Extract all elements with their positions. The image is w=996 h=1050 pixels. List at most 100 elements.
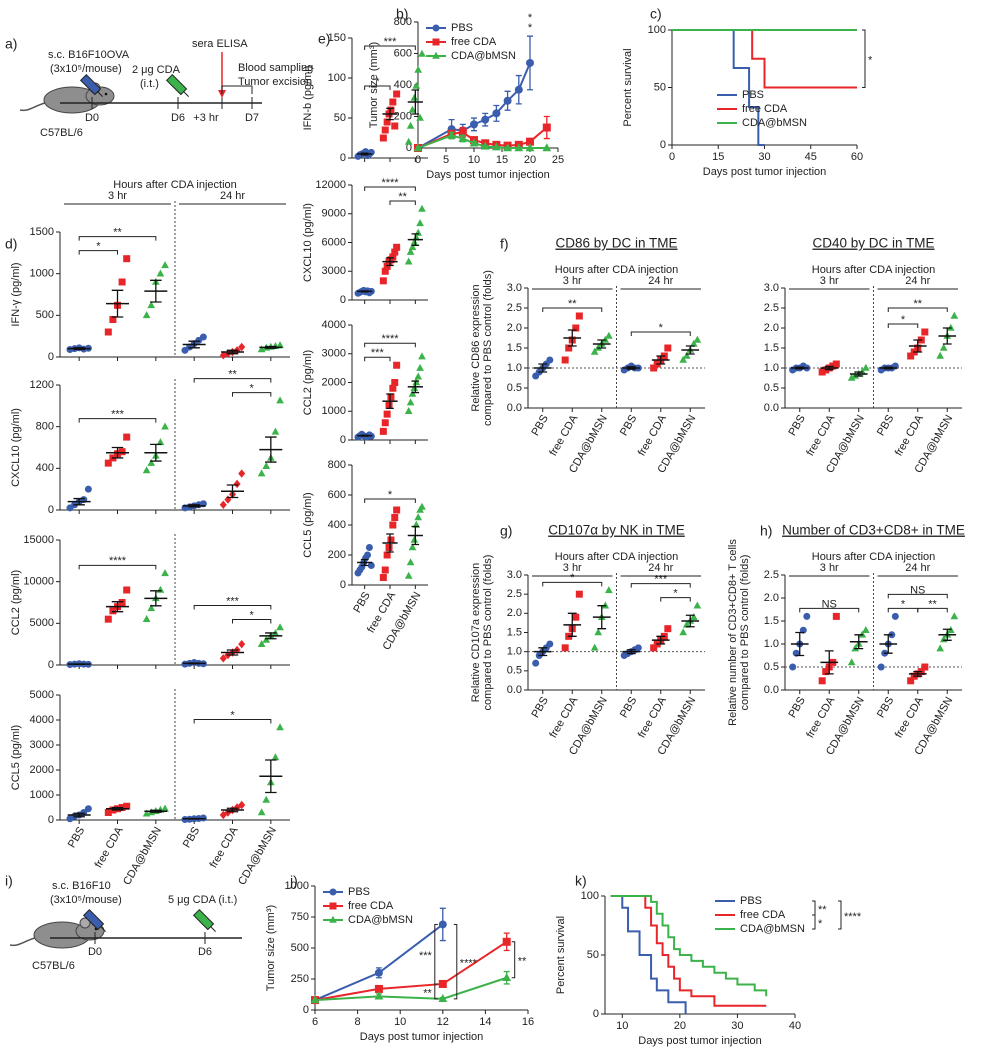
bracket bbox=[434, 983, 438, 1000]
marker bbox=[575, 590, 583, 598]
marker bbox=[379, 277, 387, 285]
marker bbox=[594, 343, 603, 351]
y-tick-label: 2.5 bbox=[507, 302, 522, 314]
label: s.c. B16F10OVA bbox=[48, 49, 130, 61]
marker bbox=[438, 979, 447, 988]
marker bbox=[276, 396, 284, 404]
y-tick-label: 800 bbox=[328, 459, 346, 471]
marker bbox=[818, 677, 826, 685]
marker bbox=[438, 920, 447, 929]
mouse bbox=[9, 917, 105, 949]
legend-marker bbox=[329, 888, 337, 896]
marker bbox=[851, 644, 860, 652]
y-tick-label: 0.0 bbox=[507, 684, 522, 696]
y-axis-label: Tumor size (mm³) bbox=[368, 42, 380, 128]
y-tick-label: 100 bbox=[648, 24, 666, 36]
marker bbox=[310, 995, 320, 1004]
marker bbox=[406, 247, 415, 255]
marker bbox=[851, 371, 860, 379]
y-tick-label: 0 bbox=[48, 504, 54, 516]
x-tick-label: PBS bbox=[618, 413, 639, 438]
x-tick-label: PBS bbox=[875, 413, 896, 438]
marker bbox=[664, 625, 672, 633]
y-tick-label: 50 bbox=[587, 949, 599, 961]
y-axis-label: Percent survival bbox=[555, 916, 567, 994]
x-tick-label: free CDA bbox=[547, 694, 580, 740]
marker bbox=[387, 536, 395, 544]
marker bbox=[412, 378, 421, 386]
marker bbox=[104, 615, 112, 623]
y-tick-label: 750 bbox=[291, 911, 309, 923]
bracket bbox=[862, 29, 866, 88]
x-tick-label: PBS bbox=[529, 413, 550, 438]
legend-label: PBS bbox=[742, 89, 764, 101]
y-tick-label: 150 bbox=[328, 32, 346, 44]
error-bar bbox=[226, 649, 239, 656]
bracket bbox=[78, 564, 157, 570]
error-bar bbox=[411, 233, 420, 247]
legend-label: free CDA bbox=[451, 36, 497, 48]
significance: *** bbox=[654, 574, 668, 586]
significance: * bbox=[901, 598, 906, 610]
marker bbox=[936, 351, 945, 359]
bracket bbox=[434, 923, 438, 985]
error-bar bbox=[411, 380, 420, 394]
marker bbox=[907, 677, 915, 685]
y-tick-label: 2.0 bbox=[764, 322, 779, 334]
series-line bbox=[417, 134, 547, 149]
marker bbox=[381, 419, 389, 427]
marker bbox=[391, 379, 399, 386]
bracket bbox=[630, 331, 691, 336]
y-tick-label: 0 bbox=[48, 659, 54, 671]
marker bbox=[123, 586, 131, 594]
significance: **** bbox=[109, 555, 127, 567]
marker bbox=[257, 469, 266, 477]
marker bbox=[156, 269, 165, 277]
marker bbox=[950, 612, 959, 620]
chart-title: Number of CD3+CD8+ in TME bbox=[782, 523, 965, 538]
y-tick-label: 10000 bbox=[23, 576, 54, 588]
survival-curve bbox=[610, 895, 767, 1007]
marker bbox=[847, 658, 856, 666]
y-tick-label: 200 bbox=[328, 549, 346, 561]
marker bbox=[514, 143, 524, 152]
syringe bbox=[79, 73, 103, 97]
marker bbox=[385, 544, 393, 551]
error-bar bbox=[567, 612, 577, 637]
marker bbox=[542, 123, 551, 132]
y-tick-label: 1.5 bbox=[507, 342, 522, 354]
marker bbox=[858, 630, 867, 638]
significance: *** bbox=[419, 950, 433, 962]
label: D0 bbox=[88, 946, 102, 958]
y-axis-label: Relative CD107a expression bbox=[470, 563, 482, 702]
label: (3x10⁵/mouse) bbox=[50, 894, 122, 906]
survival-curve bbox=[610, 895, 687, 1014]
significance: * bbox=[818, 918, 823, 930]
segment-label: 3 hr bbox=[563, 562, 582, 574]
error-bar bbox=[656, 635, 666, 645]
x-tick-label: PBS bbox=[786, 695, 807, 720]
label: D6 bbox=[171, 112, 185, 124]
marker bbox=[406, 398, 415, 406]
error-bar bbox=[854, 634, 864, 650]
bracket bbox=[542, 581, 603, 587]
series-line bbox=[314, 940, 508, 1002]
significance: * bbox=[901, 314, 906, 326]
bracket bbox=[364, 85, 391, 90]
bracket bbox=[78, 418, 157, 423]
marker bbox=[271, 427, 280, 435]
panel-label: h) bbox=[760, 523, 772, 539]
legend-label: CDA@bMSN bbox=[451, 50, 516, 62]
significance: ** bbox=[398, 191, 407, 203]
x-axis-label: Days post tumor injection bbox=[703, 166, 827, 178]
y-tick-label: 1000 bbox=[322, 405, 346, 417]
label: C57BL/6 bbox=[40, 127, 83, 139]
marker bbox=[877, 663, 885, 671]
marker bbox=[238, 469, 246, 478]
y-axis-label: CCL5 (pg/ml) bbox=[10, 725, 22, 790]
marker bbox=[546, 356, 554, 364]
marker bbox=[604, 586, 613, 594]
segment-label: 24 hr bbox=[905, 562, 930, 574]
y-tick-label: 0 bbox=[340, 434, 346, 446]
